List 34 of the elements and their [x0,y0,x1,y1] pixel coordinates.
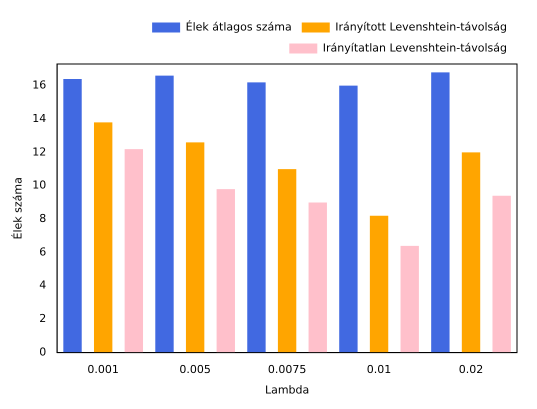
x-tick-label: 0.0075 [268,363,306,376]
y-tick-label: 14 [32,112,46,125]
bar [63,79,82,353]
y-tick-label: 10 [32,178,46,192]
y-axis-title: Élek száma [10,177,24,240]
bar [94,122,112,353]
bar [124,149,144,353]
bar [462,152,480,353]
y-tick-label: 6 [39,245,46,258]
x-axis-title: Lambda [264,383,310,396]
y-tick-label: 4 [39,278,46,292]
bar [339,86,358,353]
bar [370,216,388,353]
y-tick-label: 16 [32,78,46,92]
x-tick-label: 0.001 [87,363,119,376]
bar [308,202,327,353]
y-tick-label: 2 [39,312,46,326]
bar [216,189,235,353]
x-tick-label: 0.01 [366,363,392,376]
bar [278,169,296,353]
y-tick-label: 8 [39,212,46,226]
y-tick-label: 0 [39,345,46,358]
x-tick-label: 0.005 [179,363,211,376]
legend-label: Irányított Levenshtein-távolság [335,20,508,34]
legend-label: Élek átlagos száma [186,19,292,34]
y-tick-label: 12 [32,145,46,158]
bar [247,82,266,353]
legend-label: Irányítatlan Levenshtein-távolság [322,41,508,54]
bar [186,142,204,353]
bar [155,76,174,353]
bar [400,246,419,353]
bar [431,72,450,353]
bar [492,196,511,353]
x-tick-label: 0.02 [458,363,484,376]
